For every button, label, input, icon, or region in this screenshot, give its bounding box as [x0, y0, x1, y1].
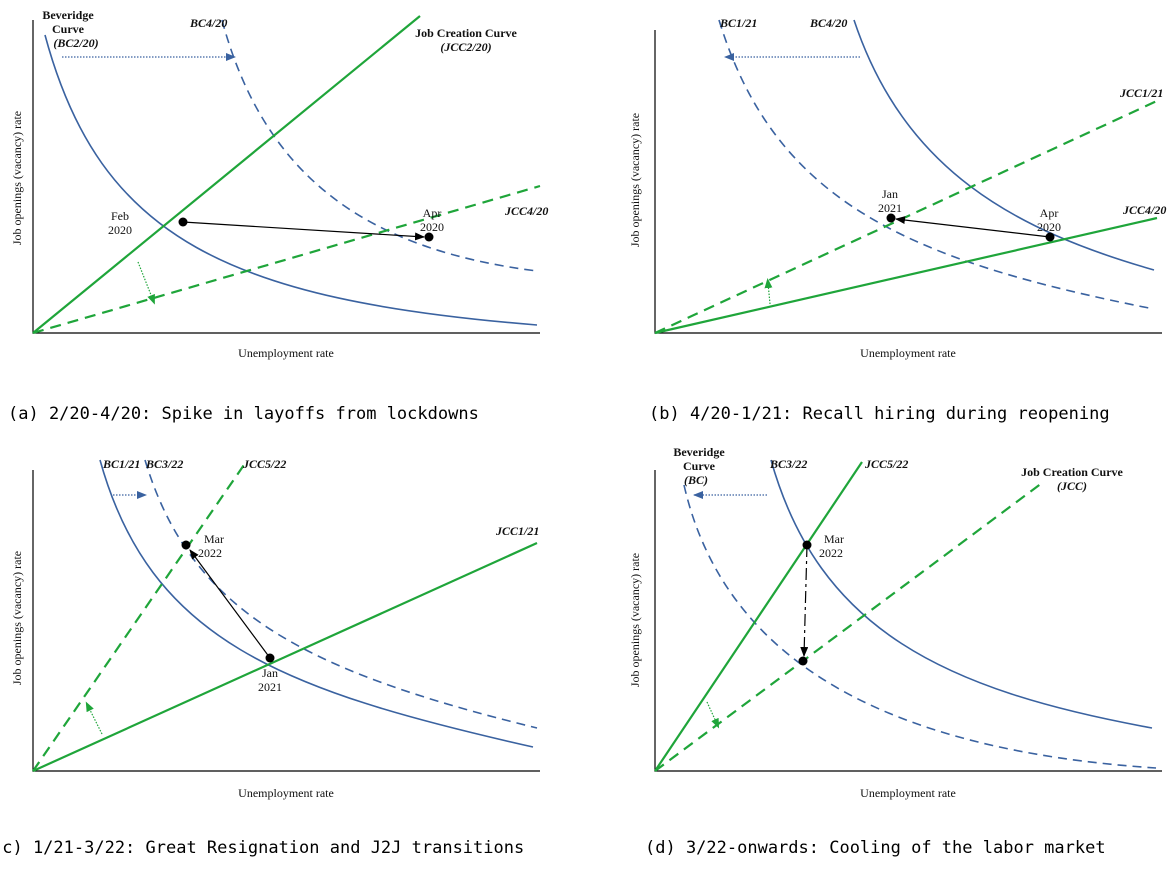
equilibrium-point-1: [178, 217, 188, 227]
jcc-shift-arrow: [764, 278, 773, 305]
panel-a: Beveridge Curve (BC2/20) BC4/20 Job Crea…: [0, 0, 584, 435]
point-1-year: 2021: [878, 201, 902, 215]
point-2-year: 2020: [1037, 220, 1061, 234]
equilibrium-point-1: [181, 540, 191, 550]
point-1-month: Mar: [204, 532, 224, 546]
x-axis-label: Unemployment rate: [860, 346, 956, 360]
equilibrium-point-2: [798, 656, 808, 666]
jcc-title: Job Creation Curve: [415, 26, 517, 40]
movement-arrow: [189, 549, 271, 659]
bc-old-label: BC3/22: [769, 457, 807, 471]
job-creation-curve-old: [654, 216, 1158, 335]
x-axis-label: Unemployment rate: [238, 346, 334, 360]
bc-old-label: (BC2/20): [53, 36, 98, 50]
movement-arrow: [800, 544, 809, 657]
beveridge-curve-new: [221, 19, 538, 272]
bc-new-label: BC1/21: [719, 16, 757, 30]
job-creation-curve-old: [32, 541, 538, 773]
y-axis-label: Job openings (vacancy) rate: [628, 113, 642, 247]
point-1-month: Jan: [882, 187, 898, 201]
jcc-old-label: JCC1/21: [495, 524, 539, 538]
point-1-year: 2022: [198, 546, 222, 560]
axes: [32, 20, 540, 334]
bc-new-label: (BC): [684, 473, 708, 487]
jcc-new-label: (JCC): [1057, 479, 1087, 493]
bc-new-label: BC4/20: [189, 16, 227, 30]
point-2-month: Jan: [262, 666, 278, 680]
point-2-month: Apr: [423, 206, 442, 220]
equilibrium-point-2: [424, 232, 434, 242]
jcc-title: Job Creation Curve: [1021, 465, 1123, 479]
movement-arrow: [182, 221, 425, 241]
point-2-month: Apr: [1040, 206, 1059, 220]
bc-old-label: BC1/21: [102, 457, 140, 471]
y-axis-label: Job openings (vacancy) rate: [10, 551, 24, 685]
jcc-new-label: JCC1/21: [1119, 86, 1163, 100]
job-creation-curve-new: [654, 482, 1043, 772]
movement-arrow: [895, 216, 1051, 238]
equilibrium-point-1: [802, 540, 812, 550]
equilibrium-point-2: [1045, 232, 1055, 242]
panel-b-caption: (b) 4/20-1/21: Recall hiring during reop…: [649, 404, 1110, 424]
panel-a-caption: (a) 2/20-4/20: Spike in layoffs from loc…: [8, 404, 479, 424]
panel-d: Beveridge Curve (BC) BC3/22 JCC5/22 Job …: [584, 440, 1169, 869]
bc-new-label: BC3/22: [145, 457, 183, 471]
x-axis-label: Unemployment rate: [860, 786, 956, 800]
beveridge-curve-label: Curve: [52, 22, 85, 36]
x-axis-label: Unemployment rate: [238, 786, 334, 800]
beveridge-curve-new: [683, 484, 1157, 769]
panel-b: BC1/21 BC4/20 JCC1/21 JCC4/20 Jan 2021 A…: [584, 0, 1169, 435]
panel-d-caption: (d) 3/22-onwards: Cooling of the labor m…: [645, 838, 1106, 858]
panel-b-diagram: BC1/21 BC4/20 JCC1/21 JCC4/20 Jan 2021 A…: [628, 16, 1166, 360]
panel-c-caption: (c) 1/21-3/22: Great Resignation and J2J…: [0, 838, 525, 858]
job-creation-curve-new: [32, 184, 541, 335]
jcc-old-label: (JCC2/20): [440, 40, 491, 54]
panel-c-diagram: BC1/21 BC3/22 JCC5/22 JCC1/21 Mar 2022 J…: [10, 457, 540, 800]
equilibrium-point-1: [886, 213, 896, 223]
jcc-old-label: JCC4/20: [1122, 203, 1166, 217]
bc-old-label: BC4/20: [809, 16, 847, 30]
y-axis-label: Job openings (vacancy) rate: [10, 111, 24, 245]
point-2-year: 2021: [258, 680, 282, 694]
beveridge-curve-old: [99, 459, 534, 748]
point-2-year: 2020: [420, 220, 444, 234]
point-1-year: 2020: [108, 223, 132, 237]
jcc-old-label: JCC5/22: [864, 457, 908, 471]
panel-c: BC1/21 BC3/22 JCC5/22 JCC1/21 Mar 2022 J…: [0, 440, 584, 869]
axes: [32, 470, 540, 772]
equilibrium-point-2: [265, 653, 275, 663]
jcc-shift-arrow: [706, 701, 720, 729]
panel-d-diagram: Beveridge Curve (BC) BC3/22 JCC5/22 Job …: [628, 445, 1162, 800]
jcc-shift-arrow: [137, 261, 155, 305]
jcc-new-label: JCC4/20: [504, 204, 548, 218]
job-creation-curve-new: [654, 99, 1160, 334]
beveridge-curve-new: [144, 459, 538, 729]
beveridge-curve-new: [718, 19, 1155, 310]
jcc-new-label: JCC5/22: [242, 457, 286, 471]
y-axis-label: Job openings (vacancy) rate: [628, 553, 642, 687]
jcc-shift-arrow: [85, 701, 103, 735]
axes: [654, 30, 1162, 334]
job-creation-curve-old: [654, 461, 863, 772]
point-1-month: Feb: [111, 209, 129, 223]
panel-a-diagram: Beveridge Curve (BC2/20) BC4/20 Job Crea…: [10, 8, 548, 360]
beveridge-curve-old: [44, 34, 538, 326]
job-creation-curve-new: [32, 461, 247, 772]
job-creation-curve-old: [32, 15, 421, 334]
beveridge-curve-old: [770, 459, 1153, 729]
point-1-year: 2022: [819, 546, 843, 560]
axes: [654, 470, 1162, 772]
beveridge-curve-label: Curve: [683, 459, 716, 473]
beveridge-title: Beveridge: [673, 445, 725, 459]
beveridge-title: Beveridge: [42, 8, 94, 22]
point-1-month: Mar: [824, 532, 844, 546]
